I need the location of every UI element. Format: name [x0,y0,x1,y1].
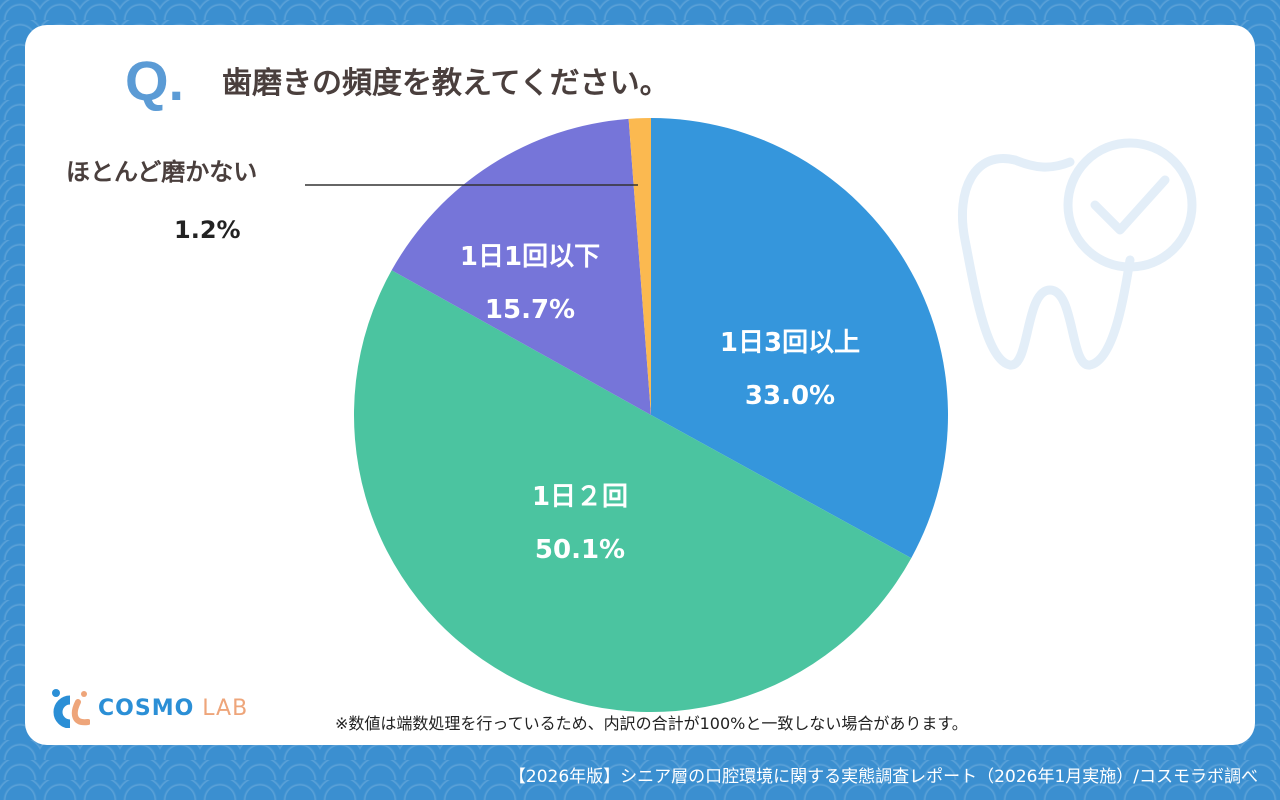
slice-label-3: ほとんど磨かない [66,158,258,186]
pie-slice-3 [628,118,651,415]
logo-sub: LAB [202,695,249,721]
slice-label-0: 1日3回以上 33.0% [719,328,861,411]
logo: COSMO LAB [48,688,248,728]
footnote: ※数値は端数処理を行っているため、内訳の合計が100%と一致しない場合があります… [335,714,968,733]
pie-slice-0 [651,118,949,559]
slice-label-1: 1日２回 50.1% [531,482,629,565]
slice-value-3: 1.2% [174,216,241,244]
tooth-check-icon [957,138,1197,370]
pie-slice-2 [391,118,651,415]
page-title: 歯磨きの頻度を教えてください。 [222,66,670,101]
q-mark: Q. [125,49,185,112]
logo-icon [52,689,90,728]
logo-main: COSMO [98,695,195,721]
slice-label-2: 1日1回以下 15.7% [459,242,601,325]
pie-slice-1 [353,270,912,713]
footer-source: 【2026年版】シニア層の口腔環境に関する実態調査レポート（2026年1月実施）… [508,767,1258,787]
